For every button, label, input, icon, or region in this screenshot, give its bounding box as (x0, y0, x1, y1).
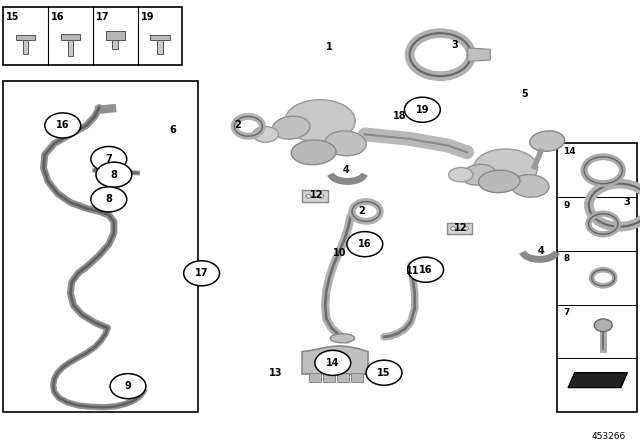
Ellipse shape (479, 170, 520, 193)
Text: 1: 1 (326, 42, 333, 52)
Text: 14: 14 (326, 358, 340, 368)
Polygon shape (468, 48, 490, 61)
Text: 9: 9 (125, 381, 131, 391)
Bar (323, 373, 335, 382)
Bar (557, 143, 637, 412)
Text: 16: 16 (51, 12, 65, 22)
Text: 19: 19 (415, 105, 429, 115)
Circle shape (366, 360, 402, 385)
Bar (23, 40, 28, 54)
Text: 3: 3 (624, 197, 630, 207)
Bar (337, 373, 349, 382)
Bar (157, 40, 163, 54)
Text: 13: 13 (268, 368, 282, 378)
Bar (68, 40, 73, 56)
Text: 2: 2 (358, 206, 365, 215)
Text: 15: 15 (377, 368, 391, 378)
Text: 12: 12 (310, 190, 324, 200)
Circle shape (319, 194, 324, 198)
Bar (3, 7, 182, 65)
Text: 14: 14 (563, 147, 576, 156)
Text: 8: 8 (106, 194, 112, 204)
Circle shape (408, 257, 444, 282)
Text: 18: 18 (393, 112, 407, 121)
Ellipse shape (253, 127, 278, 142)
Circle shape (347, 232, 383, 257)
Ellipse shape (291, 140, 336, 165)
Text: 3: 3 (451, 40, 458, 50)
Ellipse shape (530, 131, 564, 151)
Circle shape (45, 113, 81, 138)
Text: 16: 16 (419, 265, 433, 275)
Text: 8: 8 (111, 170, 117, 180)
Circle shape (184, 261, 220, 286)
Text: 7: 7 (106, 154, 112, 164)
Ellipse shape (449, 168, 473, 182)
Text: 19: 19 (141, 12, 154, 22)
Ellipse shape (330, 334, 355, 343)
Bar (16, 35, 35, 40)
Text: 453266: 453266 (591, 432, 626, 441)
Text: 8: 8 (563, 254, 570, 263)
Bar (61, 34, 80, 40)
Text: 11: 11 (406, 266, 420, 276)
Text: 12: 12 (454, 224, 468, 233)
Circle shape (315, 350, 351, 375)
Text: 17: 17 (96, 12, 109, 22)
Circle shape (595, 319, 612, 332)
Bar (112, 40, 118, 49)
Bar (3, 81, 198, 412)
Ellipse shape (325, 131, 366, 156)
Circle shape (91, 146, 127, 172)
Circle shape (404, 97, 440, 122)
Ellipse shape (511, 175, 549, 197)
Text: 5: 5 (522, 89, 528, 99)
Text: 15: 15 (6, 12, 20, 22)
Text: 6: 6 (170, 125, 176, 135)
Polygon shape (568, 373, 627, 388)
Ellipse shape (461, 164, 496, 185)
Circle shape (451, 227, 456, 230)
Bar (447, 223, 472, 234)
Bar (106, 31, 125, 40)
Ellipse shape (474, 149, 538, 187)
Bar (351, 373, 363, 382)
Text: 2: 2 (235, 121, 241, 130)
Text: 7: 7 (563, 308, 570, 317)
Text: 4: 4 (342, 165, 349, 175)
Bar (150, 35, 170, 40)
Ellipse shape (285, 100, 355, 142)
Circle shape (463, 227, 468, 230)
Text: 16: 16 (56, 121, 70, 130)
Ellipse shape (273, 116, 310, 139)
Bar (309, 373, 321, 382)
Circle shape (96, 162, 132, 187)
Circle shape (306, 194, 311, 198)
Text: 9: 9 (563, 201, 570, 210)
Polygon shape (302, 346, 368, 374)
Circle shape (110, 374, 146, 399)
Text: 16: 16 (358, 239, 372, 249)
Circle shape (91, 187, 127, 212)
Text: 17: 17 (195, 268, 209, 278)
Bar (302, 190, 328, 202)
Text: 4: 4 (538, 246, 544, 256)
Text: 10: 10 (332, 248, 346, 258)
